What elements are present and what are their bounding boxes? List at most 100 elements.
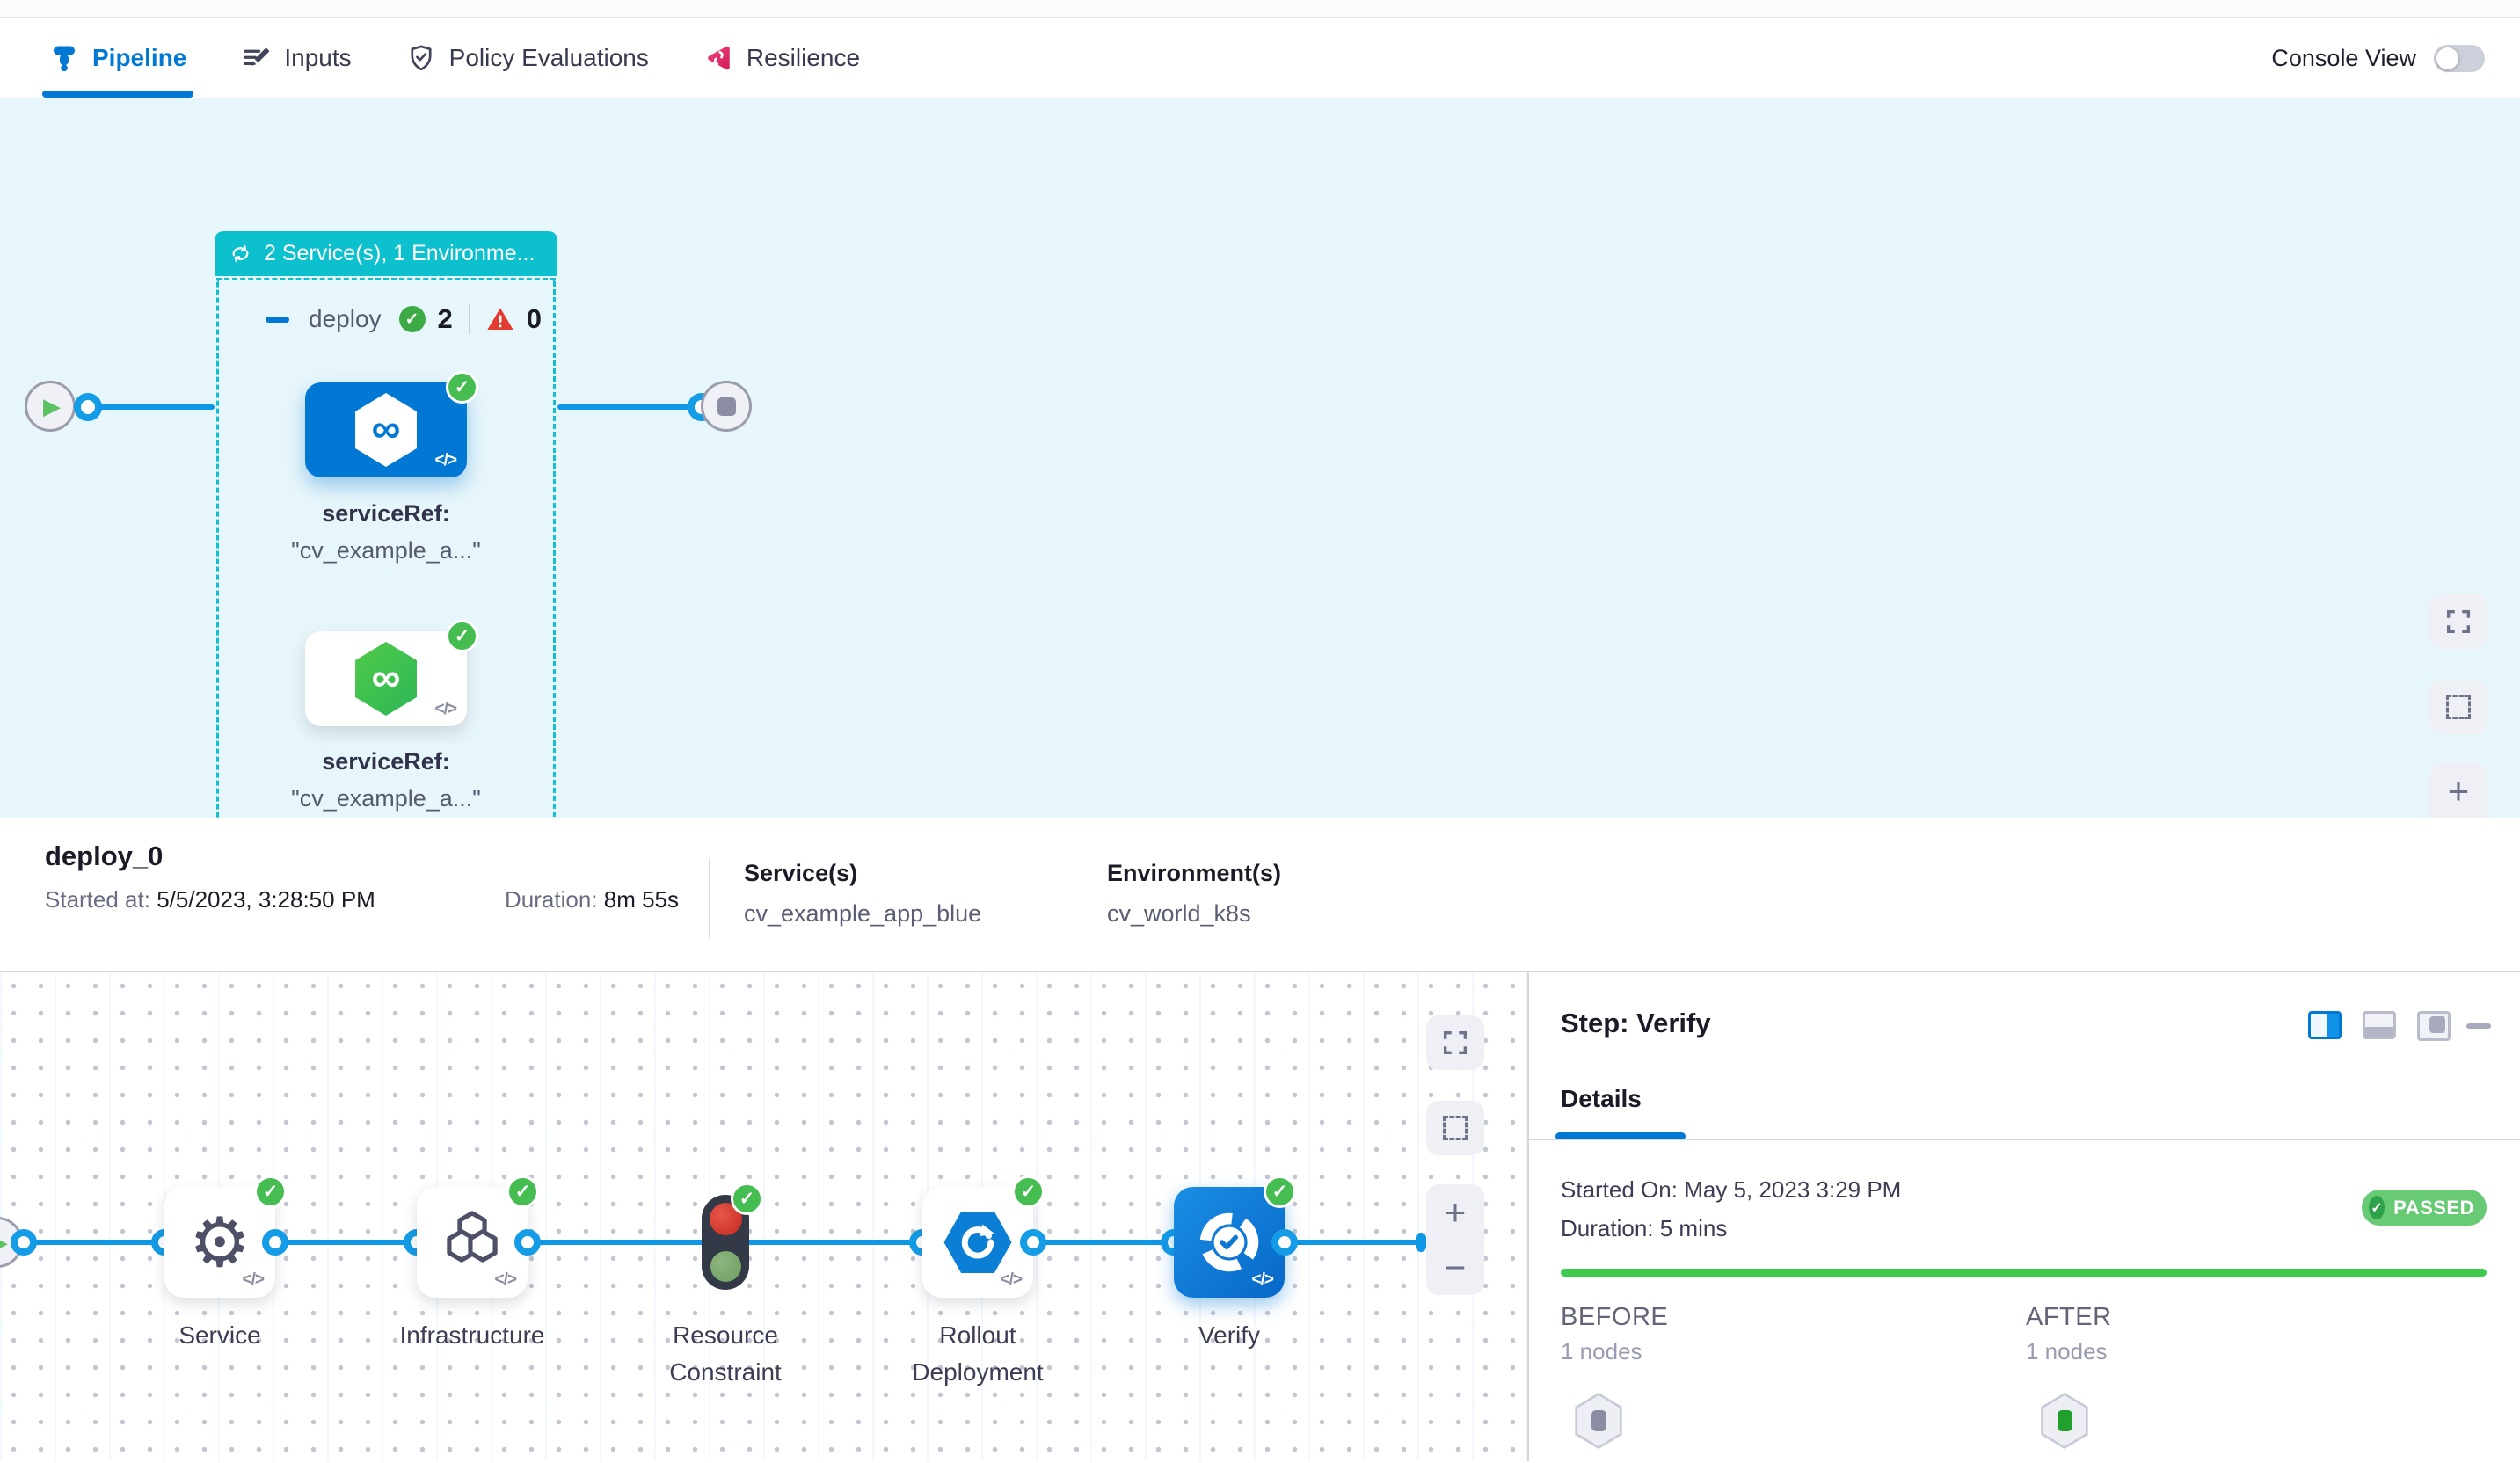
verify-icon [1199, 1212, 1259, 1272]
zoom-in-button[interactable]: + [2447, 769, 2470, 812]
after-node-hexagon[interactable] [2041, 1393, 2088, 1449]
tab-policy-evaluations[interactable]: Policy Evaluations [406, 18, 649, 98]
zoom-out-button[interactable]: − [1444, 1246, 1467, 1288]
harness-service-icon: ∞ [355, 642, 417, 716]
tab-bar: Pipeline Inputs Policy Evaluations [0, 18, 2520, 98]
rollout-deployment-icon [943, 1212, 1012, 1273]
service-ref-value: "cv_example_a..." [291, 785, 481, 812]
connector-dot [1271, 1229, 1298, 1256]
success-badge-icon: ✓ [1264, 1175, 1296, 1208]
step-node-verify[interactable]: </> ✓ [1174, 1175, 1296, 1298]
minimize-panel-button[interactable] [2466, 1023, 2491, 1029]
resilience-chaos-icon [708, 46, 730, 70]
service-node-card[interactable]: ∞ </> ✓ [305, 371, 478, 477]
before-node-count: 1 nodes [1561, 1338, 1642, 1365]
zoom-in-button[interactable]: + [1444, 1190, 1467, 1233]
before-node-hexagon[interactable] [1575, 1393, 1622, 1449]
console-view-label: Console View [2271, 44, 2416, 71]
started-at: Started at: 5/5/2023, 3:28:50 PM [45, 886, 375, 913]
active-tab-underline [42, 91, 194, 98]
service-ref-label: serviceRef: [322, 748, 450, 775]
divider [1529, 1139, 2520, 1140]
edge-stage-to-end [557, 404, 691, 410]
step-details-panel: Step: Verify Details Started On: May 5, … [1527, 972, 2520, 1461]
services-header: Service(s) [744, 860, 858, 886]
infrastructure-hexagons-icon [447, 1211, 498, 1263]
collapse-stage-button[interactable] [266, 316, 289, 323]
layout-right-panel-button[interactable] [2308, 1011, 2342, 1039]
code-template-icon: </> [242, 1270, 266, 1289]
marquee-select-button[interactable] [1426, 1101, 1484, 1155]
tab-pipeline[interactable]: Pipeline [42, 18, 194, 98]
stage-services-badge[interactable]: 2 Service(s), 1 Environme... [215, 231, 557, 276]
loop-icon [232, 244, 249, 263]
check-icon: ✓ [2369, 1196, 2385, 1219]
success-badge-icon: ✓ [254, 1175, 287, 1208]
verification-progress-bar [1561, 1269, 2487, 1277]
service-node-card[interactable]: ∞ </> ✓ [305, 620, 478, 726]
count-divider [468, 304, 470, 334]
step-node-service[interactable]: ⚙ </> ✓ [164, 1175, 287, 1298]
tab-resilience[interactable]: Resilience [703, 18, 860, 98]
divider [709, 858, 710, 939]
warning-triangle-icon [487, 308, 513, 330]
code-template-icon: </> [1000, 1270, 1023, 1289]
layout-right-column-button[interactable] [2417, 1011, 2451, 1041]
stage-name: deploy [309, 305, 382, 332]
success-badge-icon: ✓ [506, 1175, 539, 1208]
fit-to-screen-button[interactable] [2429, 594, 2487, 649]
tab-label: Pipeline [92, 44, 187, 71]
step-node-rollout-deployment[interactable]: </> ✓ [922, 1175, 1045, 1298]
success-badge-icon: ✓ [446, 371, 478, 404]
tab-details[interactable]: Details [1561, 1085, 1642, 1112]
services-value: cv_example_app_blue [744, 900, 982, 927]
pipeline-start-node: ▶ [25, 381, 76, 432]
success-badge-icon: ✓ [446, 620, 478, 652]
step-label: Verify [1198, 1321, 1261, 1349]
toggle-knob [2436, 47, 2458, 69]
code-template-icon: </> [1251, 1270, 1275, 1289]
tab-label: Resilience [746, 44, 861, 71]
tab-label: Policy Evaluations [448, 44, 649, 71]
service-ref-label: serviceRef: [322, 500, 450, 527]
connector-dot [11, 1229, 37, 1256]
inputs-icon [244, 47, 270, 66]
code-template-icon: </> [434, 700, 458, 718]
fit-to-screen-button[interactable] [1426, 1015, 1484, 1070]
harness-service-icon: ∞ [355, 393, 417, 467]
traffic-light-green [710, 1251, 741, 1282]
before-label: BEFORE [1561, 1303, 1669, 1331]
stage-boundary [216, 278, 556, 818]
environments-header: Environment(s) [1107, 860, 1282, 886]
top-strip [0, 0, 2520, 18]
node-status-chip [1591, 1410, 1606, 1431]
pipeline-end-node [701, 381, 752, 432]
step-label: Service [178, 1321, 261, 1349]
console-view-control: Console View [2271, 44, 2485, 72]
console-view-toggle[interactable] [2434, 44, 2485, 72]
play-icon: ▶ [43, 393, 61, 419]
step-node-resource-constraint[interactable]: ✓ [702, 1183, 763, 1290]
marquee-icon [1443, 1116, 1468, 1140]
layout-bottom-panel-button[interactable] [2363, 1011, 2396, 1039]
connector-dot [1020, 1229, 1046, 1256]
stage-graph-canvas[interactable]: ▶ 2 Service(s), 1 Environme... deploy ✓ … [0, 98, 2520, 818]
success-check-icon: ✓ [398, 306, 426, 332]
gear-icon: ⚙ [189, 1204, 251, 1281]
code-template-icon: </> [434, 451, 458, 469]
step-label: Infrastructure [399, 1321, 545, 1349]
step-node-infrastructure[interactable]: </> ✓ [417, 1175, 539, 1298]
status-badge: ✓ PASSED [2362, 1190, 2487, 1226]
expand-icon [1443, 1030, 1468, 1055]
stage-deploy: 2 Service(s), 1 Environme... deploy ✓ 2 … [215, 231, 557, 818]
marquee-select-button[interactable] [2429, 680, 2487, 734]
step-label: Rollout Deployment [912, 1321, 1044, 1386]
tab-inputs[interactable]: Inputs [241, 18, 352, 98]
success-count: 2 [437, 303, 453, 334]
step-started-on: Started On: May 5, 2023 3:29 PM [1561, 1176, 1902, 1203]
duration: Duration: 8m 55s [505, 886, 679, 913]
execution-graph-canvas[interactable]: ▶ ⚙ </> ✓ Service </> ✓ [0, 972, 1527, 1461]
marquee-icon [2446, 695, 2471, 719]
stage-title-row: deploy ✓ 2 0 [266, 303, 542, 335]
